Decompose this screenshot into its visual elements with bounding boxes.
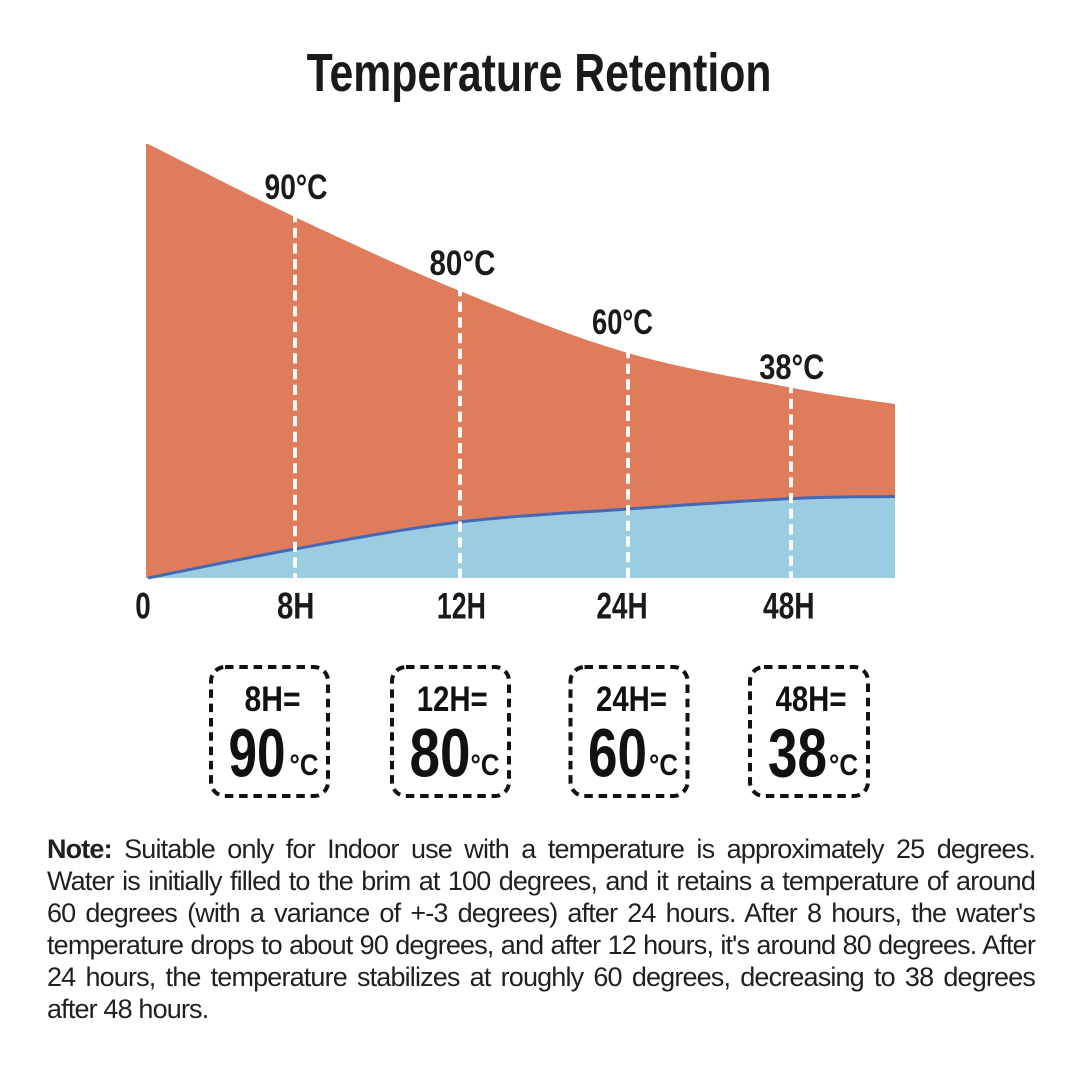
- svg-text:°C: °C: [649, 748, 678, 781]
- svg-text:48H: 48H: [763, 585, 815, 627]
- svg-text:80: 80: [410, 716, 471, 792]
- svg-text:12H: 12H: [437, 585, 486, 626]
- svg-text:60°C: 60°C: [592, 303, 653, 342]
- svg-text:°C: °C: [471, 748, 500, 781]
- svg-text:8H: 8H: [277, 586, 314, 627]
- svg-text:24H=: 24H=: [596, 680, 667, 719]
- svg-text:48H=: 48H=: [776, 680, 847, 719]
- svg-text:°C: °C: [829, 748, 858, 781]
- svg-text:°C: °C: [290, 748, 319, 781]
- svg-text:38°C: 38°C: [759, 347, 824, 386]
- svg-text:8H=: 8H=: [245, 679, 301, 719]
- svg-text:0: 0: [135, 585, 151, 627]
- svg-text:90°C: 90°C: [265, 167, 328, 207]
- svg-text:12H=: 12H=: [417, 680, 488, 719]
- svg-text:60: 60: [588, 715, 647, 791]
- svg-text:90: 90: [229, 714, 286, 791]
- svg-text:80°C: 80°C: [430, 244, 496, 283]
- svg-text:38: 38: [768, 715, 827, 791]
- svg-text:Temperature Retention: Temperature Retention: [307, 44, 772, 104]
- svg-text:24H: 24H: [596, 585, 647, 627]
